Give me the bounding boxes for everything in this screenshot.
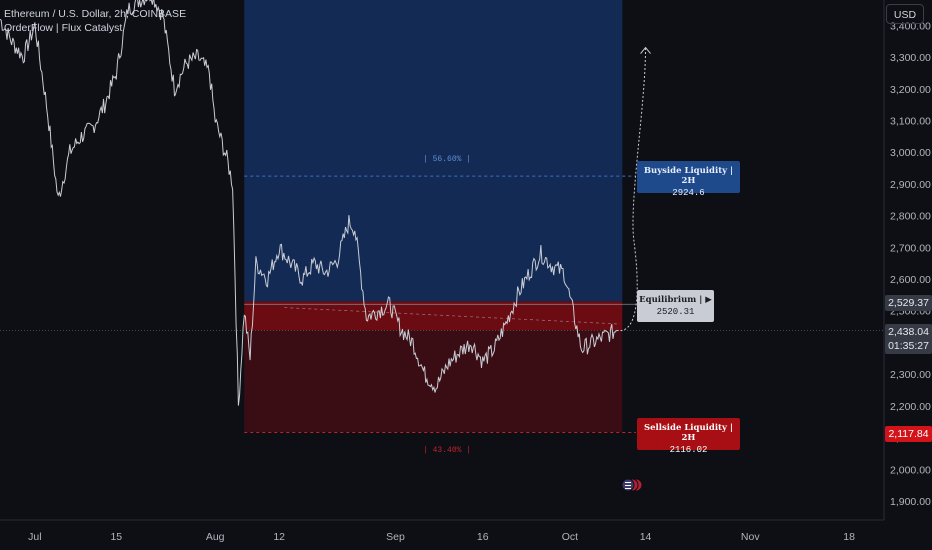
buyside-liquidity-label[interactable]: Buyside Liquidity | 2H 2924.6 <box>637 161 740 198</box>
countdown-tag: 01:35:27 <box>885 338 932 354</box>
buyside-label-text: Buyside Liquidity <box>643 166 728 176</box>
y-tick-label: 3,100.00 <box>890 115 931 127</box>
zones-layer <box>244 0 623 432</box>
current-price-tag: 2,438.04 <box>885 324 932 340</box>
premium-zone <box>244 301 623 331</box>
x-tick-label: 15 <box>110 531 122 543</box>
y-tick-label: 2,800.00 <box>890 211 931 223</box>
y-tick-label: 2,600.00 <box>890 274 931 286</box>
x-tick-label: Jul <box>28 531 41 543</box>
x-tick-label: 12 <box>273 531 285 543</box>
y-tick-label: 3,000.00 <box>890 147 931 159</box>
x-tick-label: Sep <box>386 531 405 543</box>
chart-legend: Ethereum / U.S. Dollar, 2h, COINBASE Ord… <box>4 7 186 35</box>
buyside-percentage: | 56.60% | <box>423 155 472 164</box>
sellside-liquidity-label[interactable]: Sellside Liquidity | 2H 2116.02 <box>637 418 740 455</box>
trend-line <box>284 307 621 325</box>
sellside-label-text: Sellside Liquidity <box>644 423 727 433</box>
buyside-zone <box>244 0 623 302</box>
sellside-value: 2116.02 <box>669 445 708 455</box>
price-series-line <box>0 0 617 406</box>
x-tick-label: Nov <box>741 531 760 543</box>
y-tick-label: 2,200.00 <box>890 401 931 413</box>
sellside-timeframe: 2H <box>681 433 696 443</box>
equilibrium-label[interactable]: Equilibrium | ▶ 2520.31 <box>637 290 714 322</box>
x-tick-label: 14 <box>640 531 652 543</box>
equilibrium-price-tag: 2,529.37 <box>885 295 932 311</box>
indicator-title[interactable]: OrderFlow | Flux Catalyst <box>4 22 123 34</box>
sellside-zone <box>244 330 623 432</box>
buyside-value: 2924.6 <box>672 188 705 198</box>
equilibrium-value: 2520.31 <box>656 307 695 317</box>
y-tick-label: 1,900.00 <box>890 496 931 508</box>
buyside-timeframe: 2H <box>681 176 696 186</box>
y-tick-label: 3,300.00 <box>890 52 931 64</box>
currency-button[interactable]: USD <box>886 4 924 24</box>
y-tick-label: 3,400.00 <box>890 20 931 32</box>
sellside-price-tag: 2,117.84 <box>885 426 932 442</box>
equilibrium-label-text: Equilibrium <box>639 295 697 305</box>
y-tick-label: 3,200.00 <box>890 84 931 96</box>
sellside-percentage: | 43.40% | <box>423 446 472 455</box>
y-tick-label: 2,300.00 <box>890 369 931 381</box>
y-tick-label: 2,000.00 <box>890 464 931 476</box>
x-tick-label: 18 <box>843 531 855 543</box>
x-tick-label: 16 <box>477 531 489 543</box>
y-tick-label: 2,700.00 <box>890 242 931 254</box>
x-tick-label: Aug <box>206 531 225 543</box>
play-icon: ▶ <box>705 295 712 305</box>
projection-arrowhead <box>640 46 651 54</box>
projection-path <box>616 47 647 331</box>
x-tick-label: Oct <box>562 531 578 543</box>
y-tick-label: 2,900.00 <box>890 179 931 191</box>
flag-icons[interactable] <box>621 477 643 493</box>
lines-layer <box>0 0 884 433</box>
symbol-title[interactable]: Ethereum / U.S. Dollar, 2h, COINBASE <box>4 8 187 20</box>
